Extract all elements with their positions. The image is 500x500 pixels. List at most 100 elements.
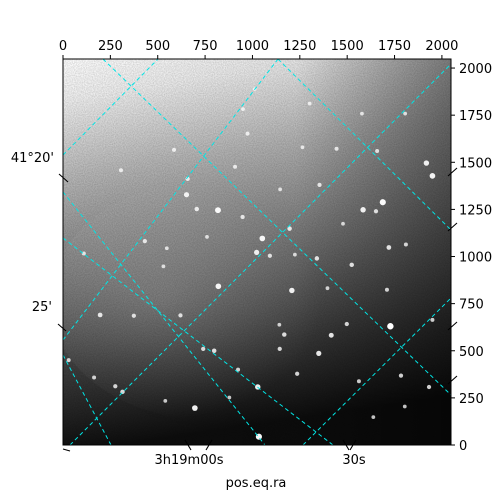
stars (66, 87, 436, 440)
star (172, 147, 177, 152)
x-tick-label: 1250 (283, 39, 316, 54)
x-tick-label: 250 (98, 39, 123, 54)
star (142, 238, 147, 244)
star (118, 168, 123, 173)
star (360, 111, 364, 116)
ra-tick-mark (349, 439, 357, 451)
star (293, 252, 297, 257)
dec-ticks (57, 167, 458, 385)
star (341, 221, 345, 226)
star (254, 249, 260, 255)
star (429, 173, 436, 179)
star (423, 160, 430, 166)
star (81, 251, 86, 256)
star (426, 384, 432, 390)
grid-line (63, 191, 266, 445)
dec-tick-mark (58, 173, 69, 183)
star (277, 346, 282, 351)
y-tick-label: 750 (459, 298, 484, 313)
star (241, 107, 245, 112)
star (295, 371, 300, 376)
star (334, 146, 339, 151)
star (178, 313, 183, 318)
star (183, 192, 190, 198)
axis-ticks: 0 250 500 750 1000 1250 1500 1750 2000 0 250 500 750… (59, 39, 492, 454)
grid-line (102, 59, 451, 396)
star (403, 242, 408, 247)
star (267, 253, 273, 258)
image-layer (63, 59, 451, 445)
dec-tick-mark (447, 321, 458, 331)
star (387, 323, 394, 330)
star (371, 415, 376, 419)
star (328, 332, 334, 338)
star (356, 379, 361, 384)
dec-tick-mark (447, 222, 458, 232)
y-tick-label: 0 (459, 439, 467, 454)
star (373, 209, 379, 214)
x-tick-label: 2000 (425, 39, 458, 54)
x-tick-label: 1750 (378, 39, 411, 54)
star (300, 145, 305, 150)
star (402, 404, 407, 409)
star (325, 286, 330, 291)
star (131, 313, 136, 318)
x-tick-label: 0 (59, 39, 67, 54)
star (316, 350, 322, 357)
star (317, 182, 322, 188)
star (403, 111, 408, 116)
star (240, 214, 245, 220)
star (289, 287, 295, 294)
star (360, 207, 366, 213)
star (386, 245, 392, 250)
star (349, 262, 354, 268)
ra-tick-label: 30s (342, 453, 366, 468)
star (192, 405, 198, 411)
grid-line (69, 63, 451, 445)
star (211, 348, 217, 354)
star (344, 321, 349, 327)
star (201, 346, 206, 351)
star (245, 131, 250, 136)
star (215, 283, 222, 290)
dec-tick-label: 25' (32, 300, 52, 315)
star (307, 101, 312, 106)
x-tick-label: 1500 (331, 39, 364, 54)
star (233, 164, 238, 169)
dec-tick-mark (57, 323, 67, 332)
ra-tick-mark (184, 439, 192, 451)
dec-tick-mark (447, 375, 458, 385)
x-axis-title: pos.eq.ra (226, 476, 287, 491)
y-tick-label: 1250 (459, 203, 492, 218)
star (379, 199, 386, 206)
star (277, 322, 282, 327)
ra-tick-mark (205, 439, 213, 451)
star (398, 373, 404, 378)
star (236, 367, 241, 372)
star (287, 226, 292, 231)
star (282, 332, 287, 337)
grid-line (63, 59, 279, 341)
star (227, 395, 232, 400)
coordinate-grid (63, 59, 451, 445)
grid-line (277, 59, 451, 231)
y-tick-label: 1750 (459, 109, 492, 124)
x-tick-label: 1000 (236, 39, 269, 54)
dec-tick-mark (447, 167, 458, 177)
ra-tick-label: 3h19m00s (154, 453, 223, 468)
star (259, 235, 266, 242)
star (164, 246, 169, 251)
x-tick-label: 750 (193, 39, 218, 54)
star (92, 375, 97, 380)
star (205, 235, 209, 239)
dec-tick-label: 41°20' (11, 151, 54, 166)
star (194, 206, 199, 212)
star (161, 264, 166, 269)
star (163, 399, 168, 403)
grid-line (63, 354, 112, 445)
star (215, 207, 221, 214)
star (375, 148, 380, 153)
y-tick-label: 250 (459, 392, 484, 407)
ra-ticks (62, 439, 357, 452)
